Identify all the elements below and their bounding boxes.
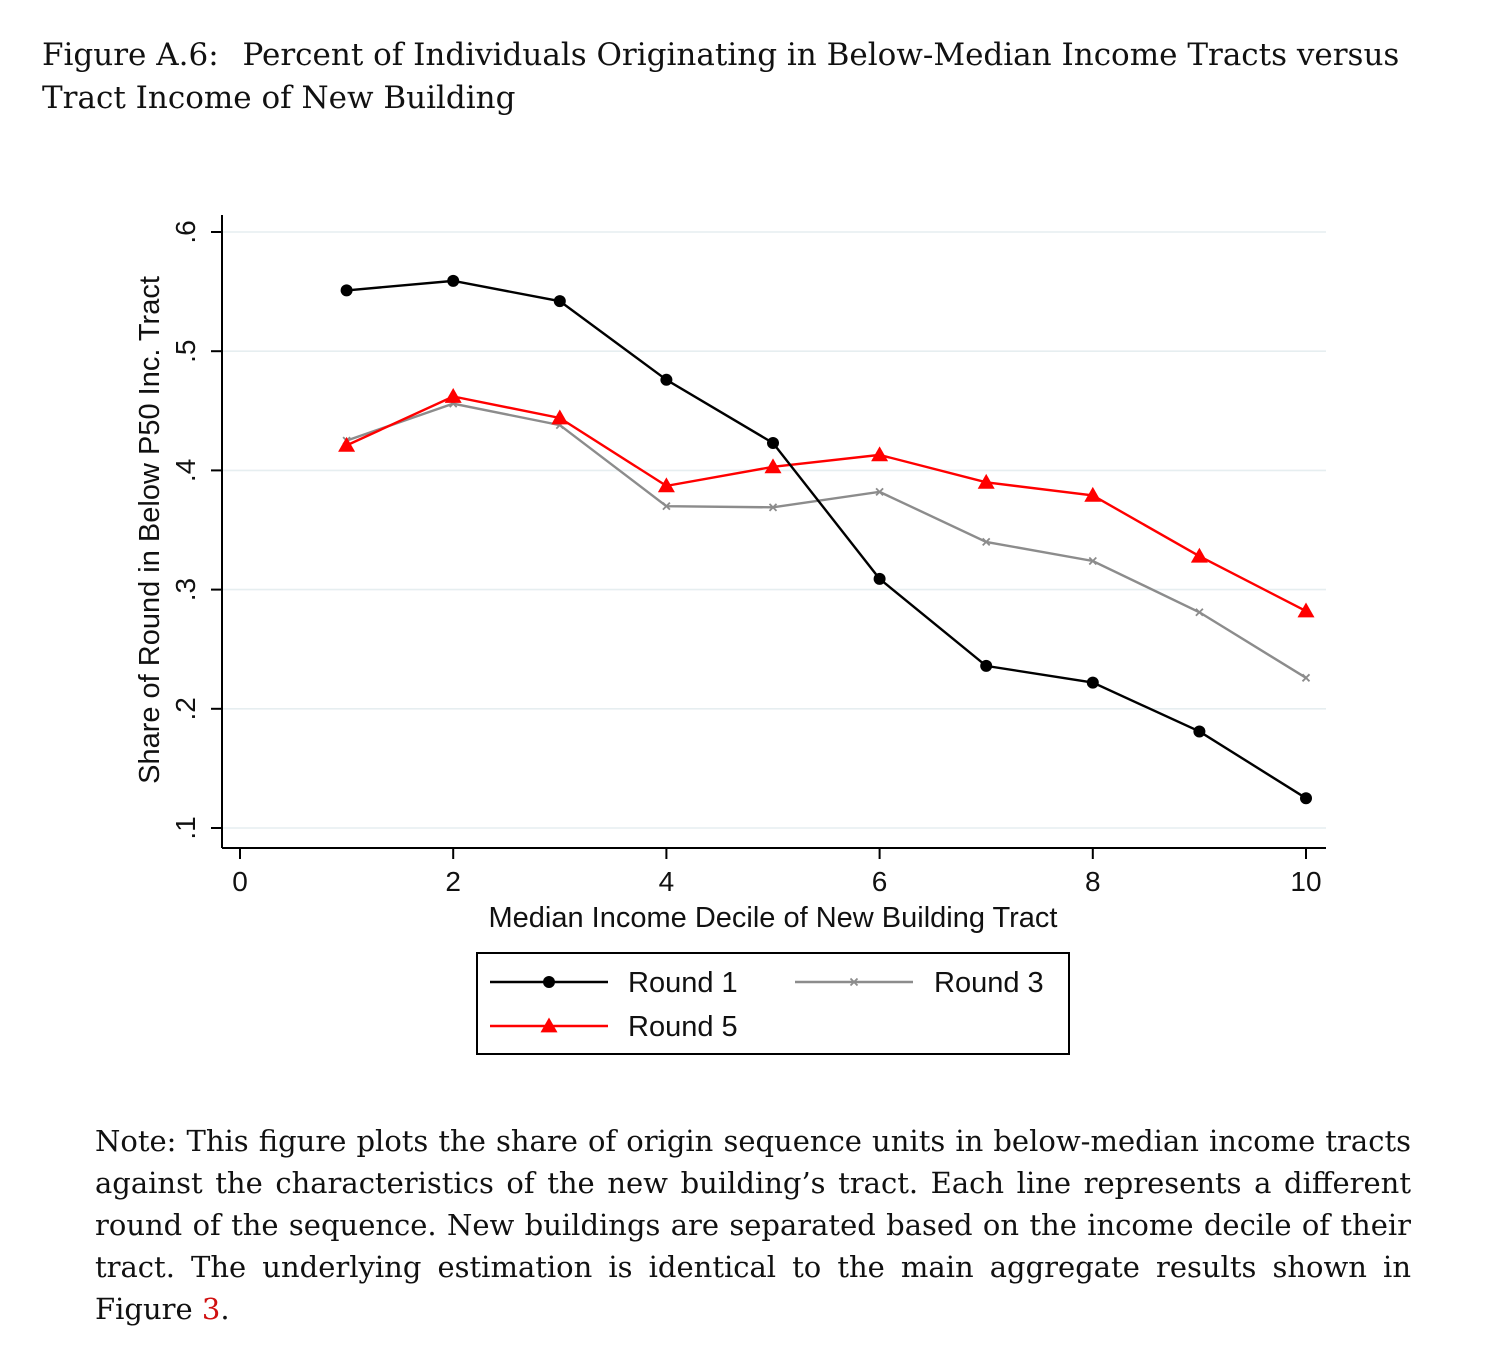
data-point-round-5-1 [338,436,356,452]
data-point-round-3-10 [1301,673,1311,682]
data-point-round-3-4 [662,502,671,511]
figure-reference-link[interactable]: 3 [201,1292,221,1326]
ticks: 0 2 4 6 8 10 .1 .2 .3 .4 .5 .6 [170,220,1322,897]
data-point-round-3-9 [1195,608,1204,617]
figure-label: Figure A.6: [42,37,219,73]
data-point-round-1-3 [553,295,566,308]
series-line-round-1 [346,279,1307,800]
data-point-round-1-4 [660,373,673,386]
data-point-round-3-8 [1088,556,1097,566]
x-tick-label-0: 0 [232,866,248,897]
series-line-round-5 [346,395,1307,613]
y-tick-label-2: .3 [170,578,201,601]
data-point-round-1-6 [873,572,886,585]
figure-caption: Figure A.6: Percent of Individuals Origi… [42,34,1422,120]
x-tick-label-5: 10 [1290,866,1321,897]
series-round-5 [338,387,1315,618]
legend-item-round-5: Round 5 [490,1011,738,1043]
data-point-round-5-10 [1297,602,1315,618]
figure-title: Percent of Individuals Originating in Be… [42,37,1400,116]
chart-svg: 0 2 4 6 8 10 .1 .2 .3 .4 .5 .6 Median Income Decile… [134,215,1326,1055]
data-point-round-5-7 [977,473,995,489]
x-tick-label-4: 8 [1085,866,1101,897]
y-tick-label-0: .1 [170,816,201,839]
legend-label-round-1: Round 1 [628,967,738,999]
axes [221,215,1326,849]
series-round-1 [340,274,1312,805]
data-point-round-5-3 [551,409,569,425]
data-point-round-3-5 [768,503,778,512]
x-tick-label-1: 2 [445,866,461,897]
y-tick-label-5: .6 [170,220,201,243]
data-point-round-1-1 [340,284,353,297]
data-point-round-1-8 [1086,676,1099,689]
legend-label-round-5: Round 5 [628,1011,738,1043]
data-point-round-1-2 [447,274,460,287]
y-tick-label-1: .2 [170,697,201,720]
legend-marker-round-3 [849,977,859,987]
legend-label-round-3: Round 3 [934,967,1044,999]
note-text: Note: This figure plots the share of ori… [95,1124,1411,1326]
data-point-round-1-7 [980,659,993,672]
legend-marker-round-5 [540,1017,558,1033]
data-point-round-5-5 [764,458,782,474]
data-point-round-5-4 [657,477,675,493]
legend-item-round-1: Round 1 [490,967,738,999]
series-line-round-3 [346,402,1307,679]
y-axis-label: Share of Round in Below P50 Inc. Tract [134,276,166,784]
legend-box [476,952,1070,1055]
x-tick-label-3: 6 [872,866,888,897]
legend: Round 1 Round 3 Round 5 [476,952,1070,1055]
legend-item-round-3: Round 3 [795,967,1044,999]
data-point-round-1-5 [767,436,779,449]
data-point-round-5-9 [1190,547,1208,563]
figure-note: Note: This figure plots the share of ori… [95,1120,1411,1330]
x-axis-label: Median Income Decile of New Building Tra… [489,902,1058,934]
gridlines [222,231,1326,829]
data-point-round-1-9 [1193,725,1206,738]
data-point-round-5-2 [444,387,462,403]
data-point-round-5-6 [871,446,889,462]
y-tick-label-4: .5 [170,340,201,363]
x-tick-label-2: 4 [659,866,675,897]
legend-marker-round-1 [543,976,555,988]
data-point-round-1-10 [1300,792,1312,805]
data-point-round-5-8 [1084,486,1102,502]
y-tick-label-3: .4 [170,459,201,482]
data-point-round-3-6 [875,487,884,496]
data-point-round-3-7 [982,537,991,547]
note-end: . [220,1292,230,1326]
series-layer [338,274,1315,805]
series-round-3 [342,399,1311,682]
